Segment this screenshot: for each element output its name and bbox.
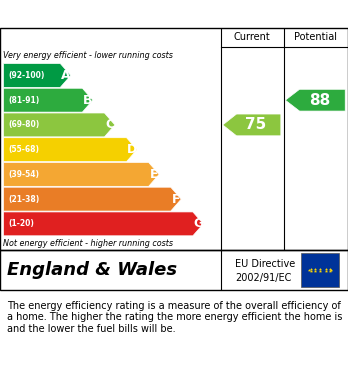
Text: (69-80): (69-80) xyxy=(9,120,40,129)
Polygon shape xyxy=(3,163,159,187)
Text: 2002/91/EC: 2002/91/EC xyxy=(235,273,291,283)
Polygon shape xyxy=(3,187,181,211)
Text: Potential: Potential xyxy=(294,32,337,43)
Text: (39-54): (39-54) xyxy=(9,170,40,179)
Text: (21-38): (21-38) xyxy=(9,195,40,204)
Text: 88: 88 xyxy=(309,93,330,108)
Text: England & Wales: England & Wales xyxy=(7,261,177,279)
Text: 75: 75 xyxy=(245,117,267,133)
Text: Very energy efficient - lower running costs: Very energy efficient - lower running co… xyxy=(3,51,173,60)
Text: Not energy efficient - higher running costs: Not energy efficient - higher running co… xyxy=(3,239,174,248)
Text: B: B xyxy=(83,94,92,107)
Text: F: F xyxy=(172,193,180,206)
Text: (1-20): (1-20) xyxy=(9,219,34,228)
Polygon shape xyxy=(3,212,203,236)
Text: EU Directive: EU Directive xyxy=(235,259,295,269)
Polygon shape xyxy=(3,113,115,137)
Polygon shape xyxy=(3,138,137,161)
Text: Current: Current xyxy=(234,32,271,43)
Polygon shape xyxy=(285,89,345,111)
Text: The energy efficiency rating is a measure of the overall efficiency of a home. T: The energy efficiency rating is a measur… xyxy=(7,301,342,334)
Text: E: E xyxy=(150,168,158,181)
Text: C: C xyxy=(105,118,114,131)
Text: A: A xyxy=(61,69,70,82)
Text: Energy Efficiency Rating: Energy Efficiency Rating xyxy=(9,7,219,22)
Polygon shape xyxy=(3,88,93,112)
Text: D: D xyxy=(127,143,137,156)
Text: (55-68): (55-68) xyxy=(9,145,40,154)
Polygon shape xyxy=(223,114,281,136)
FancyBboxPatch shape xyxy=(301,253,339,287)
Text: (92-100): (92-100) xyxy=(9,71,45,80)
Text: (81-91): (81-91) xyxy=(9,96,40,105)
Text: G: G xyxy=(193,217,203,230)
Polygon shape xyxy=(3,63,71,87)
